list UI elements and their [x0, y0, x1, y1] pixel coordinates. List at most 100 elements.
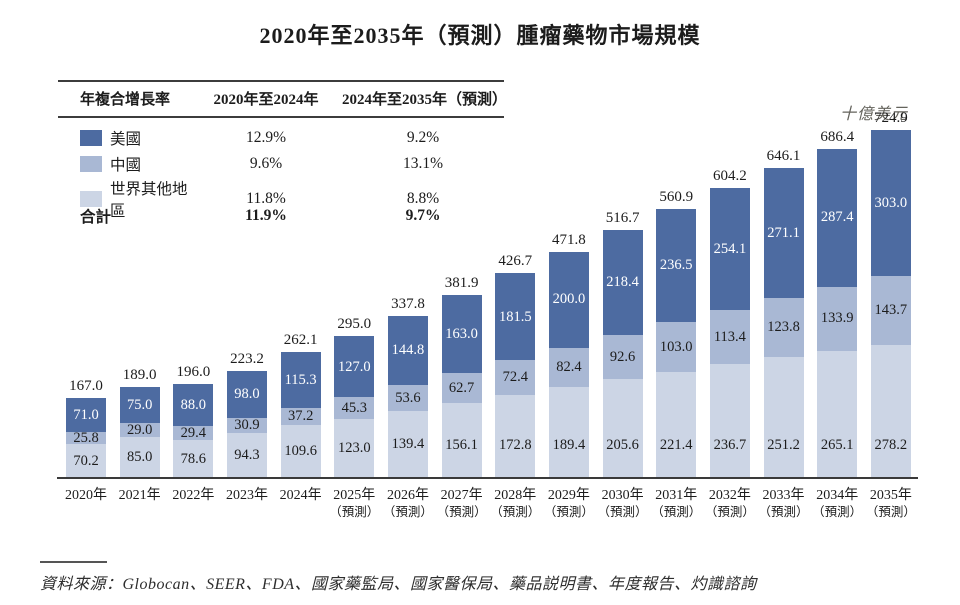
- bar-segment-美國: 303.0: [870, 130, 911, 276]
- bar-value-label: 127.0: [337, 358, 371, 375]
- bar-value-label: 92.6: [609, 348, 636, 365]
- forecast-suffix: （預測）: [490, 504, 541, 519]
- bar-segment-美國: 254.1: [709, 188, 750, 311]
- bar-value-label: 303.0: [874, 194, 908, 211]
- cagr-table-header: 年複合增長率 2020年至2024年 2024年至2035年（預測）: [58, 82, 508, 116]
- bar-column-2023年: 223.2 98.0 30.9 94.3 2023年: [226, 351, 268, 503]
- bar-value-label: 133.9: [820, 310, 854, 327]
- bar-segment-美國: 287.4: [817, 148, 858, 287]
- bar-total-label: 646.1: [766, 147, 801, 164]
- x-axis-label: 2033年 （預測）: [753, 487, 815, 520]
- cagr-value-2024-2035: 8.8%: [406, 190, 440, 207]
- bar-segment-美國: 115.3: [280, 352, 321, 408]
- total-label: 合計: [80, 209, 112, 226]
- bar-value-label: 98.0: [234, 386, 260, 403]
- bar-column-2031年: 560.9 236.5 103.0 221.4 2031年 （預測）: [651, 189, 701, 519]
- bar-segment-世界其他地區: 205.6: [602, 379, 643, 478]
- bar-value-label: 70.2: [73, 452, 99, 469]
- total-cagr-2024-2035: 9.7%: [405, 207, 441, 224]
- cagr-row-2: 世界其他地區 11.8% 8.8%: [58, 177, 504, 220]
- bar-value-label: 144.8: [391, 342, 425, 359]
- bar-value-label: 251.2: [767, 436, 800, 453]
- bar-segment-中國: 29.0: [119, 422, 160, 439]
- bar-value-label: 172.8: [498, 436, 532, 453]
- bar-column-2035年: 724.9 303.0 143.7 278.2 2035年 （預測）: [866, 110, 916, 518]
- bar-segment-中國: 37.2: [280, 407, 321, 426]
- bar-segment-中國: 123.8: [763, 298, 804, 358]
- bar-total-label: 516.7: [605, 210, 640, 227]
- bar-column-2021年: 189.0 75.0 29.0 85.0 2021年: [119, 367, 161, 503]
- bar-column-2025年: 295.0 127.0 45.3 123.0 2025年 （預測）: [329, 316, 379, 518]
- bar-column-2024年: 262.1 115.3 37.2 109.6 2024年: [280, 332, 322, 503]
- unit-label: 十億美元: [839, 106, 908, 123]
- bar-column-2030年: 516.7 218.4 92.6 205.6 2030年 （預測）: [598, 210, 648, 518]
- x-axis-label: 2025年 （預測）: [323, 487, 385, 520]
- x-axis-label: 2026年 （預測）: [377, 487, 439, 520]
- bar-column-2033年: 646.1 271.1 123.8 251.2 2033年 （預測）: [759, 147, 809, 519]
- bar-value-label: 200.0: [552, 291, 586, 308]
- x-axis-label: 2022年: [172, 488, 215, 503]
- cagr-value-2020-2024: 12.9%: [245, 129, 287, 146]
- bar-segment-世界其他地區: 123.0: [334, 419, 375, 478]
- bar-segment-中國: 92.6: [602, 334, 643, 380]
- bar-value-label: 75.0: [126, 397, 153, 414]
- bar-value-label: 29.4: [180, 425, 206, 442]
- bar-value-label: 123.0: [337, 440, 371, 457]
- legend-swatch-2: [80, 191, 102, 207]
- bar-value-label: 123.8: [767, 319, 800, 336]
- cagr-row-1: 中國 9.6% 13.1%: [58, 151, 504, 177]
- legend-rows: 美國 12.9% 9.2% 中國 9.6% 13.1% 世界其他地區 11.8% 8.8%: [58, 125, 504, 220]
- bar-total-label: 262.1: [283, 332, 318, 349]
- bar-segment-中國: 29.4: [173, 425, 214, 442]
- bar-total-label: 724.9: [873, 110, 908, 127]
- forecast-suffix: （預測）: [329, 504, 380, 519]
- bar-value-label: 218.4: [606, 274, 639, 291]
- bar-segment-世界其他地區: 85.0: [119, 437, 160, 478]
- x-axis-label: 2024年: [279, 488, 322, 503]
- header-2024-2035: 2024年至2035年（預測）: [342, 92, 508, 108]
- cagr-value-2024-2035: 9.2%: [406, 129, 440, 146]
- stacked-bar-plot: 167.0 71.0 25.8 70.2 2020年 189.0 75.0 29.0 85.0 2…: [65, 100, 916, 519]
- bar-total-label: 686.4: [820, 128, 855, 145]
- bar-segment-世界其他地區: 265.1: [817, 350, 858, 478]
- bar-value-label: 271.1: [767, 224, 800, 241]
- bar-column-2026年: 337.8 144.8 53.6 139.4 2026年 （預測）: [383, 296, 433, 519]
- bar-segment-世界其他地區: 172.8: [495, 395, 536, 478]
- x-axis-label: 2035年 （預測）: [860, 487, 922, 520]
- bar-segment-世界其他地區: 156.1: [441, 403, 482, 478]
- bar-value-label: 85.0: [126, 449, 153, 466]
- cagr-table: 年複合增長率 2020年至2024年 2024年至2035年（預測） 美國 12.…: [58, 80, 508, 229]
- bar-total-label: 426.7: [498, 253, 533, 270]
- bar-value-label: 71.0: [73, 406, 99, 423]
- legend-swatch-1: [80, 156, 102, 172]
- cagr-value-2024-2035: 13.1%: [402, 155, 444, 172]
- bar-value-label: 205.6: [606, 436, 639, 453]
- bar-value-label: 113.4: [713, 328, 746, 345]
- bar-value-label: 287.4: [820, 209, 854, 226]
- bar-segment-世界其他地區: 236.7: [709, 364, 750, 478]
- bar-total-label: 471.8: [552, 231, 586, 248]
- table-top-rule: [58, 80, 504, 82]
- bar-value-label: 25.8: [73, 429, 99, 446]
- forecast-suffix: （預測）: [436, 504, 487, 519]
- bar-value-label: 78.6: [180, 450, 206, 467]
- bar-segment-世界其他地區: 221.4: [656, 371, 697, 478]
- bar-value-label: 94.3: [234, 447, 260, 464]
- bar-value-label: 254.1: [713, 240, 747, 257]
- header-cagr: 年複合增長率: [80, 92, 171, 108]
- bar-value-label: 181.5: [498, 308, 532, 325]
- x-axis-label: 2029年 （預測）: [538, 487, 600, 520]
- bar-value-label: 45.3: [341, 399, 367, 416]
- bar-value-label: 29.0: [126, 422, 153, 439]
- forecast-suffix: （預測）: [865, 504, 916, 519]
- bar-segment-美國: 163.0: [441, 294, 482, 374]
- legend-label: 世界其他地區: [110, 181, 188, 220]
- bar-column-2027年: 381.9 163.0 62.7 156.1 2027年 （預測）: [437, 275, 487, 519]
- bar-total-label: 295.0: [337, 316, 372, 333]
- bar-value-label: 88.0: [180, 396, 206, 413]
- bar-value-label: 53.6: [395, 390, 421, 407]
- total-cagr-2020-2024: 11.9%: [245, 207, 287, 224]
- x-axis-label: 2031年 （預測）: [645, 487, 707, 520]
- bar-value-label: 30.9: [234, 417, 260, 434]
- forecast-suffix: （預測）: [812, 504, 863, 519]
